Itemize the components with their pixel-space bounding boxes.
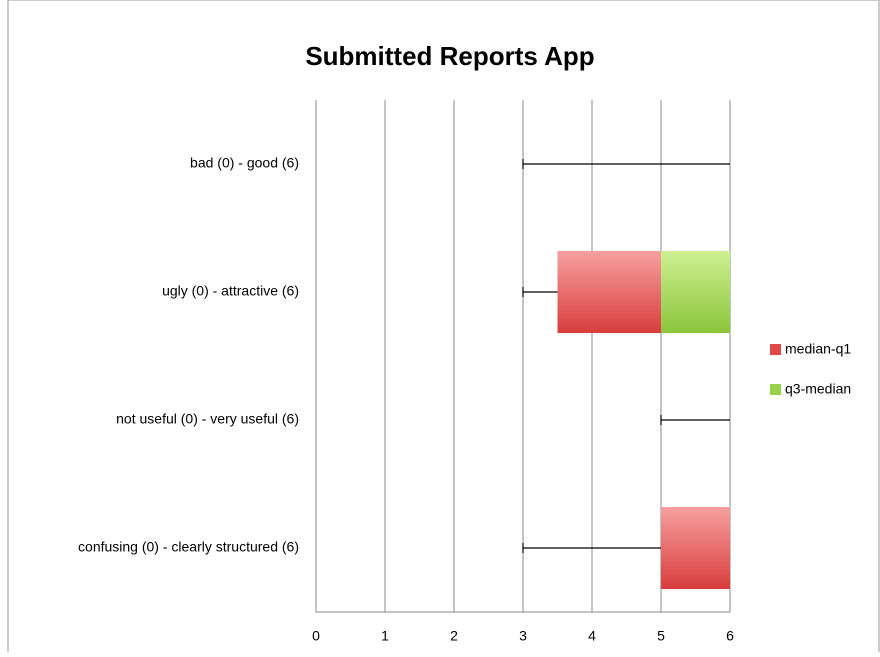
x-tick-label: 3 [519, 628, 527, 644]
bar-segment [661, 251, 730, 333]
y-tick-label: ugly (0) - attractive (6) [162, 283, 299, 299]
y-tick-label: not useful (0) - very useful (6) [116, 411, 299, 427]
error-bar [522, 543, 661, 553]
error-bar [522, 287, 558, 297]
legend-label: q3-median [785, 381, 851, 397]
y-tick-label: bad (0) - good (6) [190, 155, 299, 171]
legend-swatch [770, 384, 781, 395]
x-tick-label: 0 [312, 628, 320, 644]
bar-segment [661, 507, 730, 589]
legend-label: median-q1 [785, 341, 851, 357]
x-tick-label: 2 [450, 628, 458, 644]
legend-swatch [770, 344, 781, 355]
chart-title: Submitted Reports App [305, 41, 594, 71]
x-tick-label: 6 [726, 628, 734, 644]
x-tick-label: 1 [381, 628, 389, 644]
error-bar [660, 415, 730, 425]
chart-frame [7, 0, 880, 657]
x-tick-label: 5 [657, 628, 665, 644]
error-bar [522, 159, 730, 169]
x-tick-label: 4 [588, 628, 596, 644]
bar-segment [557, 251, 661, 333]
y-tick-label: confusing (0) - clearly structured (6) [78, 539, 299, 555]
